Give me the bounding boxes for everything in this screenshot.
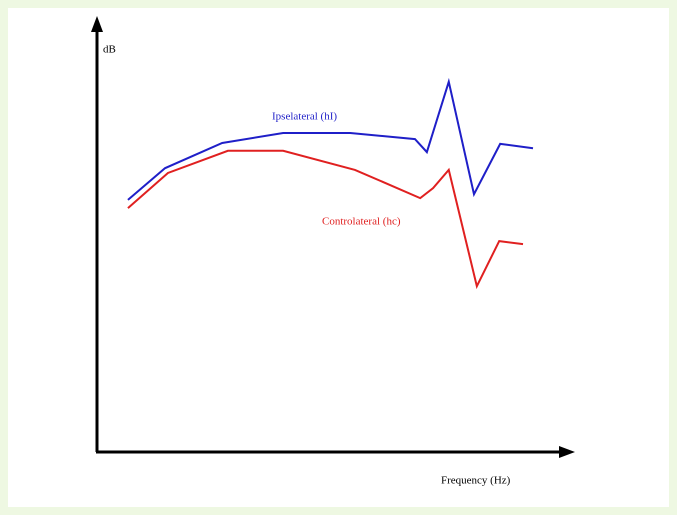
series-line	[127, 149, 524, 290]
series-label: Controlateral (hc)	[322, 216, 401, 228]
x-axis-label: Frequency (Hz)	[441, 475, 511, 487]
y-axis-label: dB	[103, 44, 116, 56]
series-label: Ipselateral (hI)	[272, 111, 337, 123]
y-axis-arrow	[91, 16, 103, 32]
plot-background	[8, 8, 669, 507]
x-axis-arrow	[559, 446, 575, 458]
series-line	[127, 77, 534, 201]
